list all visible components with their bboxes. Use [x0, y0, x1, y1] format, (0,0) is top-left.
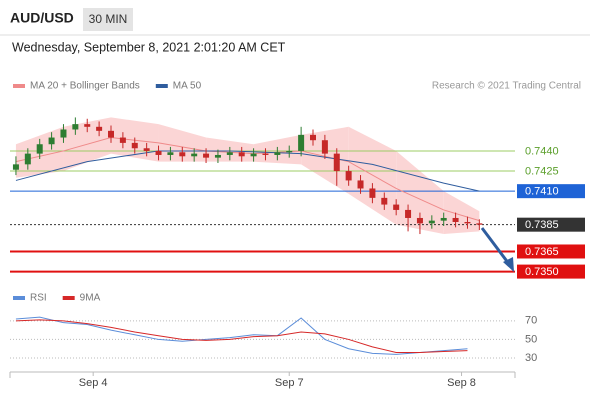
level-label: 0.7385 — [525, 219, 559, 231]
level-label: 0.7410 — [525, 186, 559, 198]
candle-body — [60, 129, 67, 138]
candle-body — [12, 164, 19, 170]
y-tick-label: 70 — [525, 315, 537, 327]
candle-body — [108, 130, 114, 138]
candle-body — [131, 142, 138, 149]
interval[interactable]: 30 MIN — [89, 12, 128, 26]
candle-body — [464, 221, 471, 224]
legend-swatch — [62, 296, 75, 300]
legend-label: MA 50 — [173, 81, 202, 92]
candle-body — [381, 197, 388, 205]
legend-label: RSI — [30, 293, 47, 304]
candle-body — [405, 209, 412, 218]
candle-body — [155, 150, 162, 155]
candle-body — [416, 217, 423, 224]
symbol: AUD/USD — [10, 10, 74, 26]
candle-body — [333, 153, 340, 172]
legend-swatch — [13, 84, 25, 88]
legend-swatch — [13, 296, 25, 300]
level-label: 0.7440 — [525, 145, 559, 157]
x-tick-label: Sep 7 — [275, 377, 304, 389]
bollinger-band — [443, 191, 480, 235]
level-label: 0.7365 — [525, 246, 559, 258]
candle-body — [274, 152, 281, 155]
bollinger-band — [348, 126, 397, 225]
candle-body — [286, 150, 293, 153]
candle-body — [345, 171, 352, 181]
candle-body — [24, 153, 31, 165]
legend-swatch — [155, 84, 168, 88]
candle-body — [214, 154, 221, 158]
candle-body — [203, 153, 210, 158]
candle-body — [476, 223, 483, 225]
candle-body — [36, 144, 43, 154]
x-tick-label: Sep 8 — [447, 377, 476, 389]
candle-body — [250, 153, 257, 157]
candle-body — [298, 134, 305, 151]
candle-body — [238, 152, 245, 157]
forecast-arrow — [480, 227, 511, 265]
candle-body — [143, 148, 150, 151]
candle-body — [167, 152, 174, 155]
rsi-line — [15, 316, 468, 355]
level-label-box — [517, 184, 585, 199]
y-tick-label: 30 — [525, 352, 537, 364]
legend-label: 9MA — [80, 293, 101, 304]
arrow-head — [503, 257, 514, 272]
level-label-box — [517, 244, 585, 259]
candle-body — [369, 188, 376, 198]
candle-body — [179, 152, 186, 157]
plot-layer: 0.7440 0.7425 0.7410 0.7385 0.7365 0.7350 MA 2… — [9, 81, 585, 389]
level-label-box — [517, 264, 585, 279]
rsi-line — [15, 319, 468, 353]
candle-body — [440, 217, 447, 221]
candle-body — [310, 134, 316, 141]
datetime: Wednesday, September 8, 2021 2:01:20 AM … — [12, 40, 286, 54]
interval-badge[interactable] — [83, 8, 133, 31]
x-tick-label: Sep 4 — [79, 377, 108, 389]
candle-body — [119, 137, 126, 143]
candle-body — [96, 126, 103, 131]
candle-body — [428, 220, 435, 224]
legend-label: MA 20 + Bollinger Bands — [30, 81, 140, 92]
source: Research © 2021 Trading Central — [432, 81, 581, 92]
candle-body — [48, 137, 55, 145]
candle-body — [226, 152, 233, 155]
level-label: 0.7350 — [525, 266, 559, 278]
candle-body — [191, 153, 198, 157]
candle-body — [84, 124, 91, 127]
candle-body — [393, 204, 400, 210]
candle-body — [262, 153, 269, 155]
candle-body — [357, 180, 364, 189]
y-tick-label: 50 — [525, 333, 537, 345]
candle-body — [72, 124, 79, 130]
level-label-box — [517, 217, 585, 232]
candle-body — [321, 140, 328, 154]
level-label: 0.7425 — [525, 165, 559, 177]
candle-body — [452, 217, 459, 222]
